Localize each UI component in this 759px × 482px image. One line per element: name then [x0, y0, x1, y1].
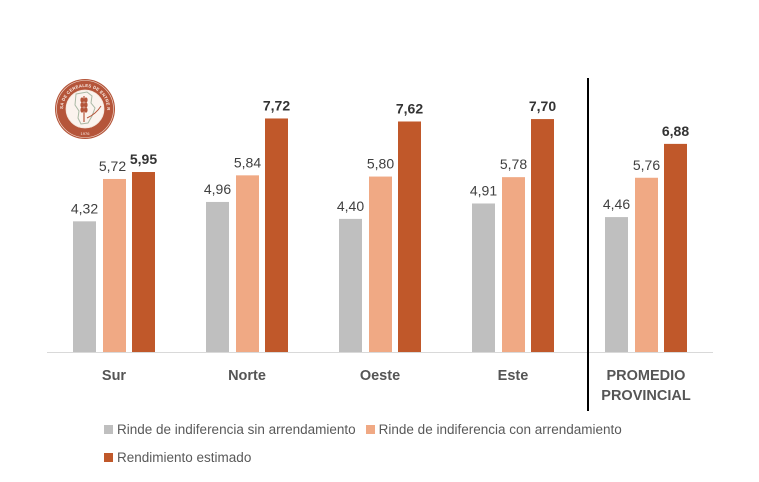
bolsa-cereales-logo: BOLSA DE CEREALES DE ENTRE RÍOS 1976 [52, 74, 116, 140]
value-label-sur-rinde-de-indiferencia-sin-arrendamiento: 4,32 [71, 200, 98, 216]
value-label-este-rinde-de-indiferencia-con-arrendamiento: 5,78 [500, 156, 527, 172]
category-label-promedio-provincial: PROVINCIAL [601, 388, 691, 404]
value-label-promedio-provincial-rinde-de-indiferencia-con-arrendamiento: 5,76 [633, 157, 660, 173]
value-label-este-rendimiento-estimado: 7,70 [529, 98, 556, 114]
bar-promedio-provincial-rinde-de-indiferencia-sin-arrendamiento [605, 217, 628, 352]
bar-sur-rendimiento-estimado [132, 172, 155, 352]
value-label-promedio-provincial-rendimiento-estimado: 6,88 [662, 123, 689, 139]
chart-legend: Rinde de indiferencia sin arrendamiento … [104, 420, 704, 476]
value-label-norte-rinde-de-indiferencia-con-arrendamiento: 5,84 [234, 154, 261, 170]
value-label-sur-rendimiento-estimado: 5,95 [130, 151, 157, 167]
category-label-promedio-provincial: PROMEDIO [607, 368, 686, 384]
svg-text:1976: 1976 [81, 131, 91, 136]
bar-sur-rinde-de-indiferencia-sin-arrendamiento [73, 221, 96, 352]
bar-sur-rinde-de-indiferencia-con-arrendamiento [103, 178, 126, 352]
legend-label: Rendimiento estimado [117, 449, 252, 465]
legend-row: Rinde de indiferencia sin arrendamiento … [104, 420, 704, 438]
legend-item-rendimiento-estimado: Rendimiento estimado [104, 450, 251, 465]
value-label-norte-rendimiento-estimado: 7,72 [263, 97, 290, 113]
bar-promedio-provincial-rendimiento-estimado [664, 143, 687, 352]
bars-layer [73, 118, 687, 353]
category-label-norte: Norte [228, 368, 266, 384]
bar-norte-rinde-de-indiferencia-con-arrendamiento [236, 175, 259, 352]
value-label-norte-rinde-de-indiferencia-sin-arrendamiento: 4,96 [204, 181, 231, 197]
value-label-sur-rinde-de-indiferencia-con-arrendamiento: 5,72 [99, 158, 126, 174]
legend-swatch-gray [104, 424, 113, 434]
bar-oeste-rinde-de-indiferencia-con-arrendamiento [369, 176, 392, 352]
bar-oeste-rinde-de-indiferencia-sin-arrendamiento [339, 218, 362, 352]
category-label-oeste: Oeste [360, 368, 400, 384]
bar-este-rinde-de-indiferencia-con-arrendamiento [502, 177, 525, 352]
value-label-oeste-rinde-de-indiferencia-sin-arrendamiento: 4,40 [337, 198, 364, 214]
legend-label: Rinde de indiferencia con arrendamiento [378, 421, 622, 437]
logo-emblem-icon: BOLSA DE CEREALES DE ENTRE RÍOS 1976 [52, 74, 115, 139]
legend-row: Rendimiento estimado [104, 448, 704, 466]
category-label-este: Este [498, 368, 529, 384]
legend-item-sin-arrendamiento: Rinde de indiferencia sin arrendamiento [104, 422, 356, 437]
value-label-oeste-rinde-de-indiferencia-con-arrendamiento: 5,80 [367, 156, 394, 172]
bar-promedio-provincial-rinde-de-indiferencia-con-arrendamiento [635, 177, 658, 352]
value-label-oeste-rendimiento-estimado: 7,62 [396, 100, 423, 116]
value-labels-layer: 4,32 5,72 5,95 4,965,84 7,72 4,40 5,80 7,62 4,91… [71, 97, 689, 216]
bar-este-rendimiento-estimado [531, 119, 554, 352]
category-labels-layer: Sur Norte Oeste Este PROMEDIO PROVINCIAL [102, 368, 691, 404]
legend-item-con-arrendamiento: Rinde de indiferencia con arrendamiento [365, 421, 622, 437]
legend-swatch-peach [365, 424, 375, 434]
value-label-este-rinde-de-indiferencia-sin-arrendamiento: 4,91 [470, 182, 497, 198]
legend-label: Rinde de indiferencia sin arrendamiento [117, 421, 356, 437]
bar-oeste-rendimiento-estimado [398, 121, 421, 353]
bar-este-rinde-de-indiferencia-sin-arrendamiento [472, 203, 495, 352]
bar-norte-rinde-de-indiferencia-sin-arrendamiento [206, 201, 229, 352]
legend-swatch-rust [104, 452, 113, 462]
value-label-promedio-provincial-rinde-de-indiferencia-sin-arrendamiento: 4,46 [603, 196, 630, 212]
category-label-sur: Sur [102, 368, 127, 384]
bar-norte-rendimiento-estimado [265, 118, 288, 352]
